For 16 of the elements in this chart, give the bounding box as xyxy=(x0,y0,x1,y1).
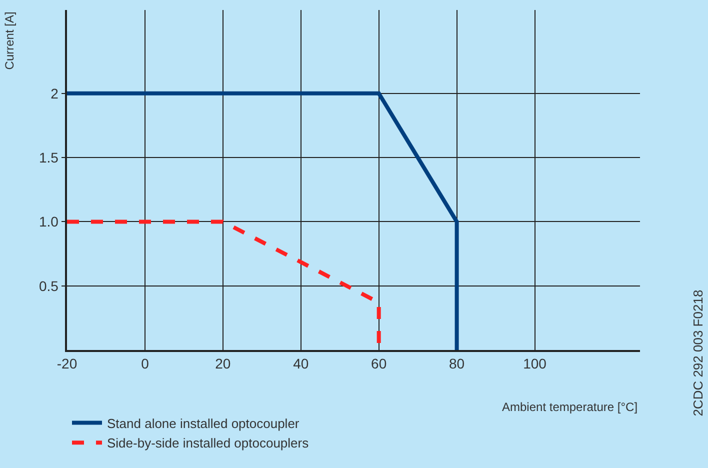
x-axis-title: Ambient temperature [°C] xyxy=(502,400,638,414)
x-tick-label: 0 xyxy=(141,356,150,372)
y-tick-label: 1.5 xyxy=(38,149,59,166)
x-tick-label: 80 xyxy=(449,356,465,372)
x-tick-label: 60 xyxy=(371,356,387,372)
x-tick-label: -20 xyxy=(56,356,78,372)
x-tick-label: 20 xyxy=(215,356,231,372)
x-tick-label: 40 xyxy=(293,356,309,372)
legend-label: Side-by-side installed optocouplers xyxy=(107,436,310,451)
y-tick-label: 2 xyxy=(50,85,59,102)
legend-label: Stand alone installed optocoupler xyxy=(107,416,300,431)
x-tick-label: 100 xyxy=(523,356,547,372)
y-axis-title: Current [A] xyxy=(2,12,17,70)
y-tick-label: 1.0 xyxy=(38,214,59,230)
y-tick-label: 0.5 xyxy=(38,278,59,294)
text: 2CDC 292 003 F0218 xyxy=(690,290,706,416)
